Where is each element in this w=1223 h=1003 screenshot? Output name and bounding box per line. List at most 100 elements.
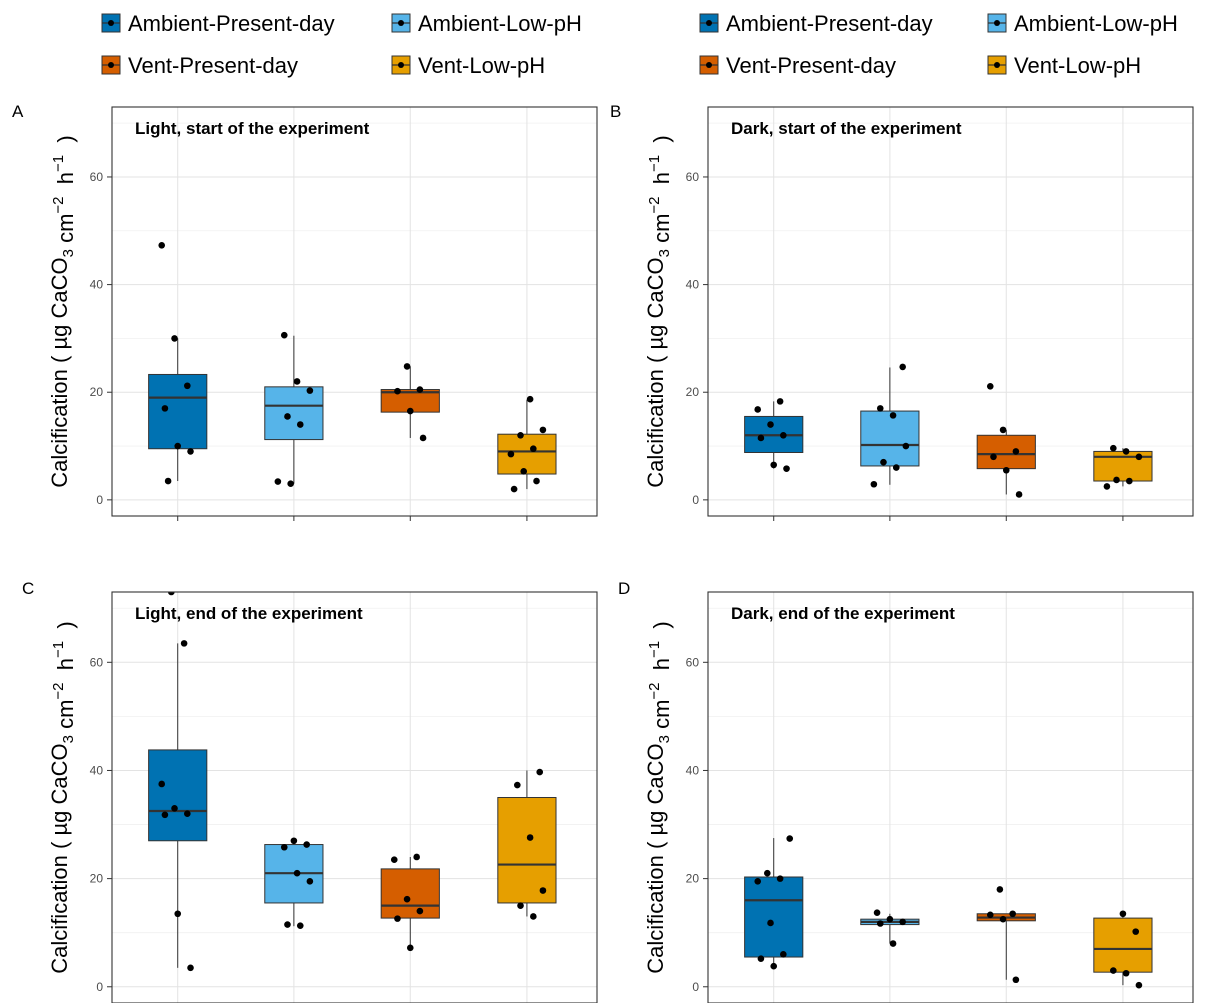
data-point xyxy=(767,919,774,927)
box-vent-low-ph xyxy=(497,768,557,920)
data-point xyxy=(990,453,997,461)
data-point xyxy=(770,461,778,469)
y-tick-label: 20 xyxy=(686,385,700,399)
data-point xyxy=(171,335,178,342)
legend-point xyxy=(398,20,404,26)
data-layer xyxy=(148,242,557,493)
data-point xyxy=(780,951,787,958)
data-point xyxy=(517,431,524,439)
panel-c: 0 20 40 60 C Light, end of the experiment Calc… xyxy=(22,579,598,1003)
data-point xyxy=(1110,444,1117,452)
box-ambient-low-ph xyxy=(264,331,324,488)
y-tick-label: 0 xyxy=(692,980,699,994)
data-point xyxy=(416,386,424,393)
y-tick-label: 60 xyxy=(686,655,700,669)
box-body xyxy=(860,410,920,467)
box-ambient-present-day xyxy=(744,398,804,472)
data-point xyxy=(899,363,906,371)
data-point xyxy=(776,875,784,882)
data-point xyxy=(293,869,301,877)
legend-key xyxy=(391,55,411,75)
box-body xyxy=(148,749,208,842)
panel-letter: A xyxy=(12,102,24,121)
data-point xyxy=(171,805,178,812)
data-point xyxy=(526,834,534,841)
legend-label: Vent-Present-day xyxy=(726,53,896,78)
legend-point xyxy=(108,62,114,68)
data-point xyxy=(1103,483,1111,490)
data-point xyxy=(161,405,169,412)
data-point xyxy=(757,955,765,962)
data-point xyxy=(1135,453,1143,461)
data-point xyxy=(999,915,1007,923)
data-point xyxy=(403,895,411,903)
data-point xyxy=(406,407,414,415)
box-ambient-present-day xyxy=(148,592,208,972)
box-ambient-low-ph xyxy=(264,837,324,929)
legend-key xyxy=(101,13,121,33)
data-point xyxy=(876,405,884,412)
y-tick-label: 20 xyxy=(90,385,104,399)
data-point xyxy=(776,398,784,405)
data-point xyxy=(394,387,401,395)
y-axis-label: Calcification ( µg CaCO3 cm−2 h−1 ) xyxy=(47,621,78,973)
y-tick-label: 0 xyxy=(692,493,699,507)
panel-title: Light, start of the experiment xyxy=(135,119,370,138)
data-point xyxy=(770,962,778,970)
data-point xyxy=(892,464,900,471)
box-body xyxy=(744,876,804,958)
data-point xyxy=(306,387,314,394)
data-point xyxy=(530,445,537,453)
legend-label: Ambient-Low-pH xyxy=(418,11,582,36)
box-vent-low-ph xyxy=(497,395,557,493)
legend-label: Vent-Present-day xyxy=(128,53,298,78)
data-point xyxy=(986,911,994,919)
data-point xyxy=(419,434,427,442)
box-body xyxy=(497,797,557,904)
box-ambient-low-ph xyxy=(860,909,920,947)
panel-border xyxy=(707,591,1194,1003)
legend-point xyxy=(994,20,1000,26)
legend-point xyxy=(994,62,1000,68)
data-point xyxy=(284,921,291,928)
y-tick-label: 40 xyxy=(686,278,700,292)
data-point xyxy=(1012,448,1020,455)
data-point xyxy=(889,412,897,419)
data-point xyxy=(164,477,172,485)
box-ambient-present-day xyxy=(148,242,208,485)
legend-label: Vent-Low-pH xyxy=(1014,53,1141,78)
y-tick-label: 40 xyxy=(90,763,104,777)
box-body xyxy=(264,386,324,441)
panel-b: 0 20 40 60 B Dark, start of the experiment Cal… xyxy=(610,102,1194,521)
panel-border xyxy=(707,106,1194,517)
data-point xyxy=(174,910,182,918)
data-point xyxy=(1015,491,1023,498)
data-point xyxy=(290,837,298,845)
data-point xyxy=(413,853,420,861)
data-point xyxy=(536,768,544,776)
data-point xyxy=(184,810,191,818)
data-point xyxy=(1113,476,1120,484)
data-layer xyxy=(744,363,1153,498)
box-body xyxy=(976,434,1036,470)
panel-letter: B xyxy=(610,102,621,121)
y-tick-label: 60 xyxy=(686,170,700,184)
data-point xyxy=(280,331,288,339)
data-point xyxy=(886,915,894,923)
panel-title: Dark, end of the experiment xyxy=(731,604,955,623)
legend-key xyxy=(987,13,1007,33)
panel-title: Light, end of the experiment xyxy=(135,604,363,623)
legend-point xyxy=(706,20,712,26)
data-point xyxy=(187,964,194,972)
data-point xyxy=(161,811,169,819)
data-point xyxy=(986,383,994,390)
data-point xyxy=(174,442,182,450)
legend-key xyxy=(699,55,719,75)
data-point xyxy=(514,781,521,789)
y-tick-label: 0 xyxy=(96,493,103,507)
data-point xyxy=(870,480,878,488)
legend-key xyxy=(987,55,1007,75)
data-point xyxy=(296,922,304,929)
legend-label: Vent-Low-pH xyxy=(418,53,545,78)
